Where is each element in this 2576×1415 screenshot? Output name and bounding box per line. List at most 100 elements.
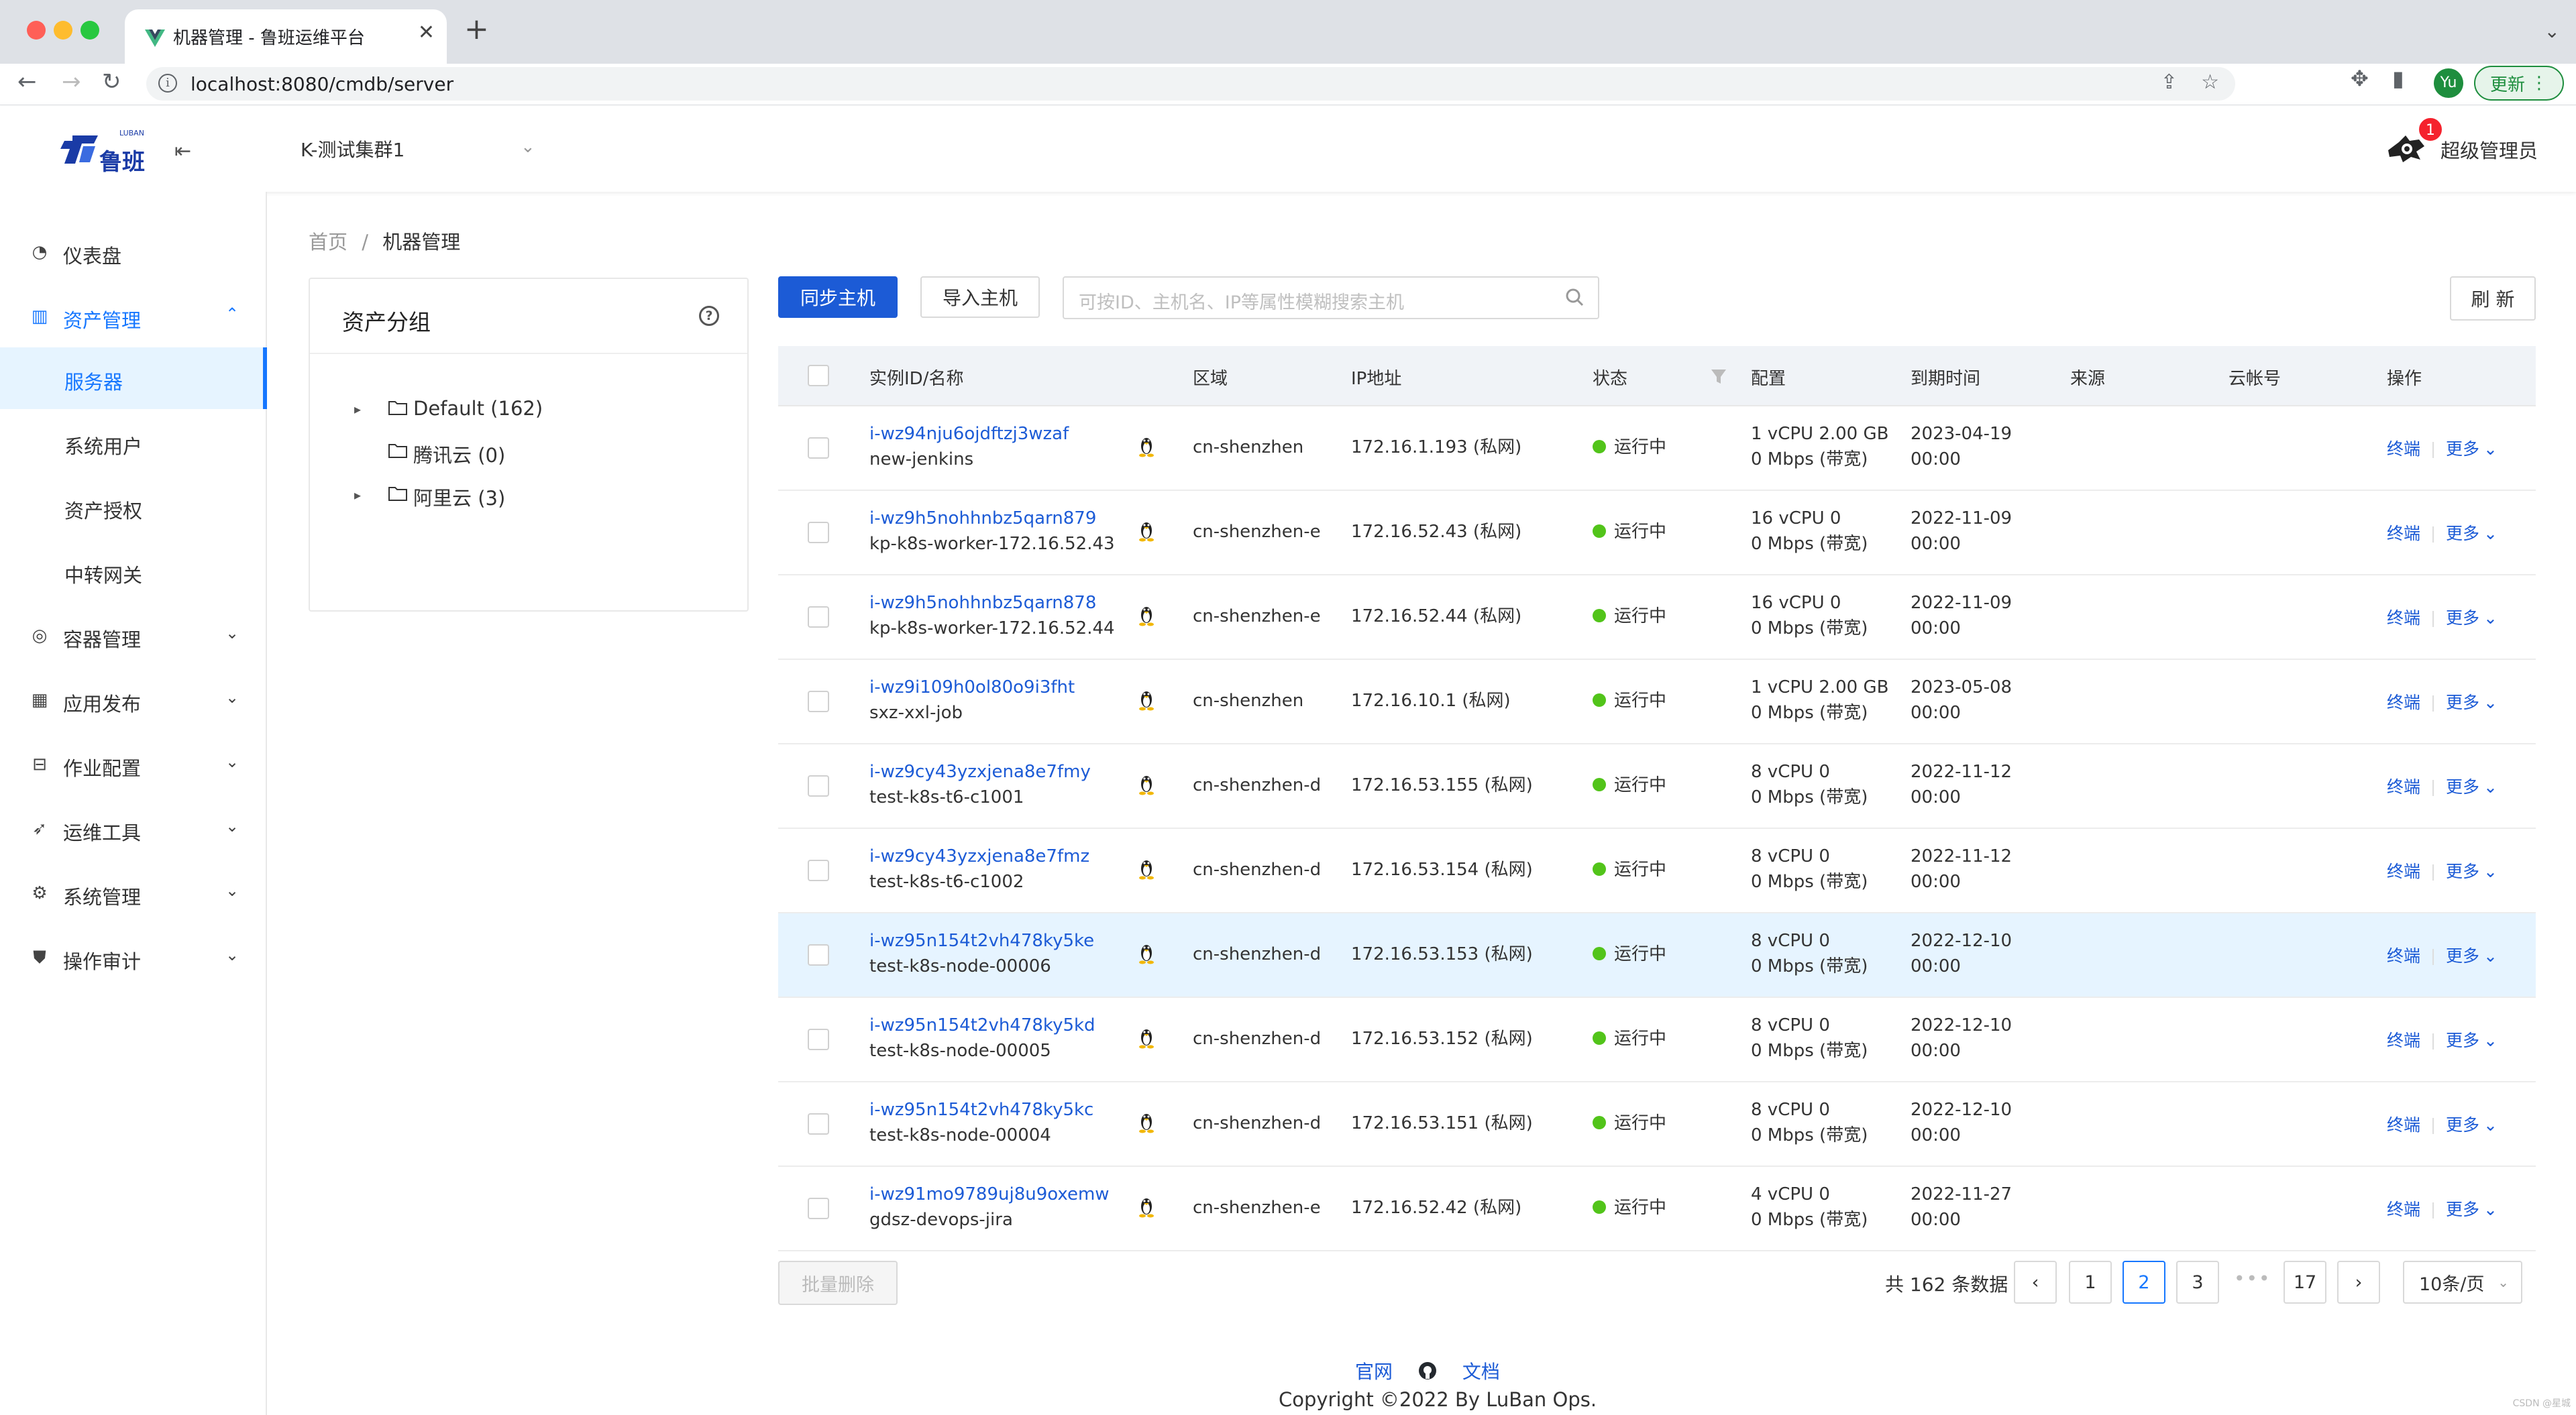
more-dropdown[interactable]: 更多 [2446,608,2480,628]
sidebar-subitem-system-users[interactable]: 系统用户 [0,412,267,473]
page-ellipsis[interactable]: ••• [2234,1267,2271,1290]
chevron-down-icon[interactable]: ⌄ [2483,1115,2498,1135]
sidebar-item-audit[interactable]: ⛊ 操作审计 ⌄ [0,927,267,988]
cluster-select[interactable]: K-测试集群1 [301,139,405,161]
prev-page-button[interactable]: ‹ [2014,1261,2057,1304]
luban-logo[interactable]: LUBAN 鲁班 [59,129,156,175]
chevron-down-icon[interactable]: ⌄ [2483,1200,2498,1219]
share-icon[interactable]: ⇪ [2160,70,2178,94]
sidebar-item-ops-tools[interactable]: ➶ 运维工具 ⌄ [0,798,267,860]
omnibox[interactable]: i localhost:8080/cmdb/server ⇪ ☆ [146,67,2235,101]
host-search-input[interactable]: 可按ID、主机名、IP等属性模糊搜索主机 [1063,276,1599,319]
table-row[interactable]: i-wz94nju6ojdftzj3wzaf new-jenkins cn-shen… [778,406,2536,491]
sidebar-item-dashboard[interactable]: ◔ 仪表盘 [0,221,267,283]
chevron-down-icon[interactable]: ⌄ [2483,693,2498,712]
row-checkbox[interactable] [808,1113,829,1135]
instance-id-link[interactable]: i-wz95n154t2vh478ky5kc [869,1100,1094,1120]
row-checkbox[interactable] [808,691,829,712]
more-dropdown[interactable]: 更多 [2446,1031,2480,1050]
terminal-link[interactable]: 终端 [2387,524,2421,543]
browser-tab[interactable]: 机器管理 - 鲁班运维平台 ✕ [125,9,447,64]
browser-update-button[interactable]: 更新 ⋮ [2474,66,2564,101]
chevron-down-icon[interactable]: ⌄ [2483,1031,2498,1050]
terminal-link[interactable]: 终端 [2387,1115,2421,1135]
instance-id-link[interactable]: i-wz9cy43yzxjena8e7fmz [869,846,1090,866]
tree-node-tencent[interactable]: 腾讯云 (0) [310,435,746,475]
sidebar-item-jobs[interactable]: ⊟ 作业配置 ⌄ [0,734,267,795]
terminal-link[interactable]: 终端 [2387,862,2421,881]
site-info-icon[interactable]: i [158,74,177,93]
search-icon[interactable] [1564,287,1585,307]
help-circle-icon[interactable]: ? [699,306,719,326]
next-page-button[interactable]: › [2337,1261,2380,1304]
table-row[interactable]: i-wz9cy43yzxjena8e7fmy test-k8s-t6-c1001 c… [778,744,2536,829]
table-row[interactable]: i-wz95n154t2vh478ky5kc test-k8s-node-0000… [778,1082,2536,1167]
filter-icon[interactable] [1709,366,1728,386]
chevron-down-icon[interactable]: ⌄ [2483,777,2498,797]
table-row[interactable]: i-wz9h5nohhnbz5qarn879 kp-k8s-worker-172.… [778,491,2536,575]
more-dropdown[interactable]: 更多 [2446,862,2480,881]
chevron-down-icon[interactable]: ⌄ [2483,524,2498,543]
tab-close-icon[interactable]: ✕ [417,21,435,44]
terminal-link[interactable]: 终端 [2387,1031,2421,1050]
row-checkbox[interactable] [808,522,829,543]
window-close-button[interactable] [27,21,46,40]
select-all-checkbox[interactable] [808,365,829,386]
table-row[interactable]: i-wz9i109h0ol80o9i3fht sxz-xxl-job cn-shen… [778,660,2536,744]
terminal-link[interactable]: 终端 [2387,693,2421,712]
menu-fold-icon[interactable]: ⇤ [174,139,192,163]
back-icon[interactable]: ← [17,68,37,95]
caret-right-icon[interactable]: ▸ [354,487,362,503]
url-text[interactable]: localhost:8080/cmdb/server [191,73,454,95]
instance-id-link[interactable]: i-wz9h5nohhnbz5qarn879 [869,508,1097,528]
chevron-down-icon[interactable]: ⌄ [2483,862,2498,881]
chevron-down-icon[interactable]: ⌄ [521,137,535,157]
table-row[interactable]: i-wz91mo9789uj8u9oxemw gdsz-devops-jira cn… [778,1167,2536,1251]
more-dropdown[interactable]: 更多 [2446,439,2480,459]
profile-avatar[interactable]: Yu [2434,68,2463,98]
table-row[interactable]: i-wz95n154t2vh478ky5kd test-k8s-node-0000… [778,998,2536,1082]
row-checkbox[interactable] [808,1198,829,1219]
sync-hosts-button[interactable]: 同步主机 [778,276,898,318]
row-checkbox[interactable] [808,606,829,628]
sidebar-subitem-servers[interactable]: 服务器 [0,347,267,409]
new-tab-icon[interactable]: + [464,12,489,46]
instance-id-link[interactable]: i-wz94nju6ojdftzj3wzaf [869,424,1069,444]
forward-icon[interactable]: → [62,68,81,95]
instance-id-link[interactable]: i-wz9h5nohhnbz5qarn878 [869,593,1097,613]
breadcrumb-home[interactable]: 首页 [309,231,348,253]
terminal-link[interactable]: 终端 [2387,608,2421,628]
refresh-button[interactable]: 刷 新 [2450,276,2536,321]
user-avatar-icon[interactable] [2385,130,2427,168]
docs-link[interactable]: 文档 [1462,1361,1500,1383]
table-row[interactable]: i-wz95n154t2vh478ky5ke test-k8s-node-0000… [778,913,2536,998]
terminal-link[interactable]: 终端 [2387,946,2421,966]
page-button-1[interactable]: 1 [2069,1261,2112,1304]
official-site-link[interactable]: 官网 [1355,1361,1393,1383]
github-icon[interactable] [1417,1361,1438,1381]
row-checkbox[interactable] [808,1029,829,1050]
user-name[interactable]: 超级管理员 [2440,139,2538,162]
sidebar-subitem-asset-auth[interactable]: 资产授权 [0,476,267,538]
page-button-17[interactable]: 17 [2284,1261,2326,1304]
terminal-link[interactable]: 终端 [2387,1200,2421,1219]
table-row[interactable]: i-wz9h5nohhnbz5qarn878 kp-k8s-worker-172.… [778,575,2536,660]
instance-id-link[interactable]: i-wz9i109h0ol80o9i3fht [869,677,1075,697]
row-checkbox[interactable] [808,944,829,966]
row-checkbox[interactable] [808,860,829,881]
page-size-select[interactable]: 10条/页 ⌄ [2403,1261,2522,1304]
chevron-down-icon[interactable]: ⌄ [2483,946,2498,966]
more-dropdown[interactable]: 更多 [2446,693,2480,712]
instance-id-link[interactable]: i-wz95n154t2vh478ky5ke [869,931,1095,951]
instance-id-link[interactable]: i-wz9cy43yzxjena8e7fmy [869,762,1091,782]
sidebar-item-system[interactable]: ⚙ 系统管理 ⌄ [0,862,267,924]
bulk-delete-button[interactable]: 批量删除 [778,1261,898,1305]
chevron-down-icon[interactable]: ⌄ [2483,608,2498,628]
more-dropdown[interactable]: 更多 [2446,946,2480,966]
more-dropdown[interactable]: 更多 [2446,1115,2480,1135]
side-panel-icon[interactable]: ▮ [2392,66,2404,91]
bookmark-star-icon[interactable]: ☆ [2201,70,2219,94]
page-button-2[interactable]: 2 [2123,1261,2165,1304]
tab-search-chevron-icon[interactable]: ⌄ [2544,20,2560,42]
more-dropdown[interactable]: 更多 [2446,524,2480,543]
